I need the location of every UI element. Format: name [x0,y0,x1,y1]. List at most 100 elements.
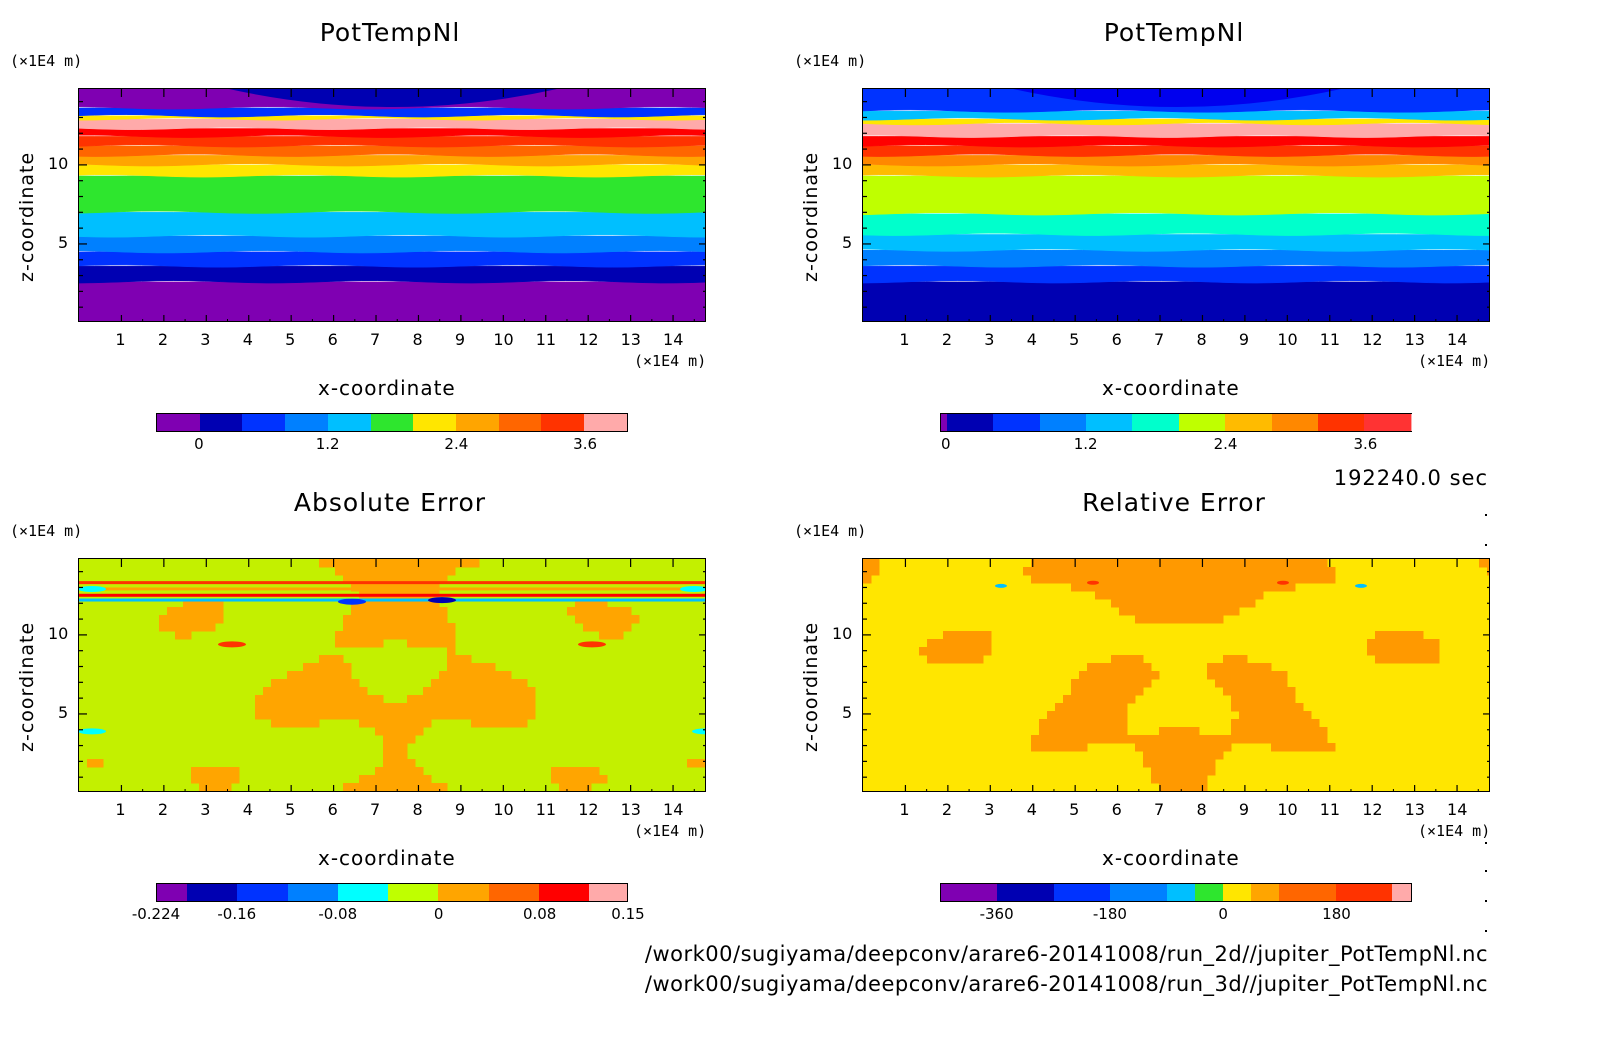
error-cell [975,639,984,648]
colorbar-segment [1364,414,1411,431]
error-cell [1391,631,1400,640]
error-cell [1135,591,1144,600]
error-cell [607,607,616,616]
error-cell [1327,743,1336,752]
error-cell [559,767,568,776]
error-cell [1263,575,1272,584]
error-cell [351,639,360,648]
error-cell [1399,655,1408,664]
error-cell [599,599,608,608]
contour-band [863,213,1489,236]
error-cell [1103,567,1112,576]
error-cell [1247,695,1256,704]
error-cell [1279,567,1288,576]
error-cell [431,679,440,688]
error-cell [1255,591,1264,600]
error-cell [1239,711,1248,720]
error-cell [1103,671,1112,680]
error-cell [1191,727,1200,736]
error-cell [1287,735,1296,744]
error-cell [1143,671,1152,680]
error-cell [1231,591,1240,600]
error-cell [383,743,392,752]
colorbar-segment [1279,884,1336,901]
error-cell [263,687,272,696]
error-cell [1071,743,1080,752]
error-cell [1103,735,1112,744]
error-cell [511,687,520,696]
error-cell [263,695,272,704]
error-cell [431,583,440,592]
z-axis-unit: (×1E4 m) [794,52,867,70]
error-cell [1111,719,1120,728]
error-cell [319,559,328,568]
error-cell [1103,727,1112,736]
error-cell [503,671,512,680]
error-cell [415,767,424,776]
error-cell [1183,759,1192,768]
error-cell [447,791,456,792]
error-cell [1167,607,1176,616]
error-cell [1135,607,1144,616]
error-cell [383,759,392,768]
error-cell [1263,719,1272,728]
error-cell [487,711,496,720]
y-axis-label: z-coordinate [16,621,38,752]
error-cell [1239,559,1248,568]
error-cell [399,751,408,760]
error-cell [1135,735,1144,744]
error-cell [1159,775,1168,784]
error-cell [343,631,352,640]
error-cell [343,639,352,648]
error-cell [1151,743,1160,752]
error-cell [1135,679,1144,688]
error-cell [191,599,200,608]
error-cell [1407,647,1416,656]
error-cell [1199,615,1208,624]
error-cell [375,583,384,592]
colorbar-segment [539,884,590,901]
x-tick-label: 14 [1447,800,1468,819]
error-cell [1215,567,1224,576]
error-cell [607,615,616,624]
contour-band [863,175,1489,216]
error-cell [1127,607,1136,616]
error-cell [359,623,368,632]
x-tick-label: 13 [620,800,641,819]
error-cell [447,679,456,688]
error-cell [487,663,496,672]
error-cell [871,567,880,576]
error-cell [1095,591,1104,600]
decor-dot [1485,514,1487,516]
error-cell [1151,615,1160,624]
colorbar-segment [1222,884,1252,901]
error-cell [1175,743,1184,752]
error-cell [1167,767,1176,776]
error-cell [303,695,312,704]
error-cell [399,615,408,624]
error-cell [487,719,496,728]
error-cell [1215,663,1224,672]
error-cell [479,687,488,696]
error-cell [399,559,408,568]
error-spot [578,641,606,648]
error-cell [951,647,960,656]
error-cell [495,711,504,720]
error-cell [399,607,408,616]
x-tick-label: 1 [899,800,910,819]
error-cell [1207,559,1216,568]
error-cell [1167,575,1176,584]
error-cell [511,711,520,720]
error-cell [375,791,384,792]
error-cell [1151,575,1160,584]
error-cell [1279,559,1288,568]
error-cell [1063,703,1072,712]
error-cell [1119,599,1128,608]
error-cell [1079,583,1088,592]
error-cell [351,703,360,712]
error-cell [167,615,176,624]
error-cell [407,607,416,616]
error-cell [1263,567,1272,576]
error-cell [975,631,984,640]
error-cell [391,751,400,760]
